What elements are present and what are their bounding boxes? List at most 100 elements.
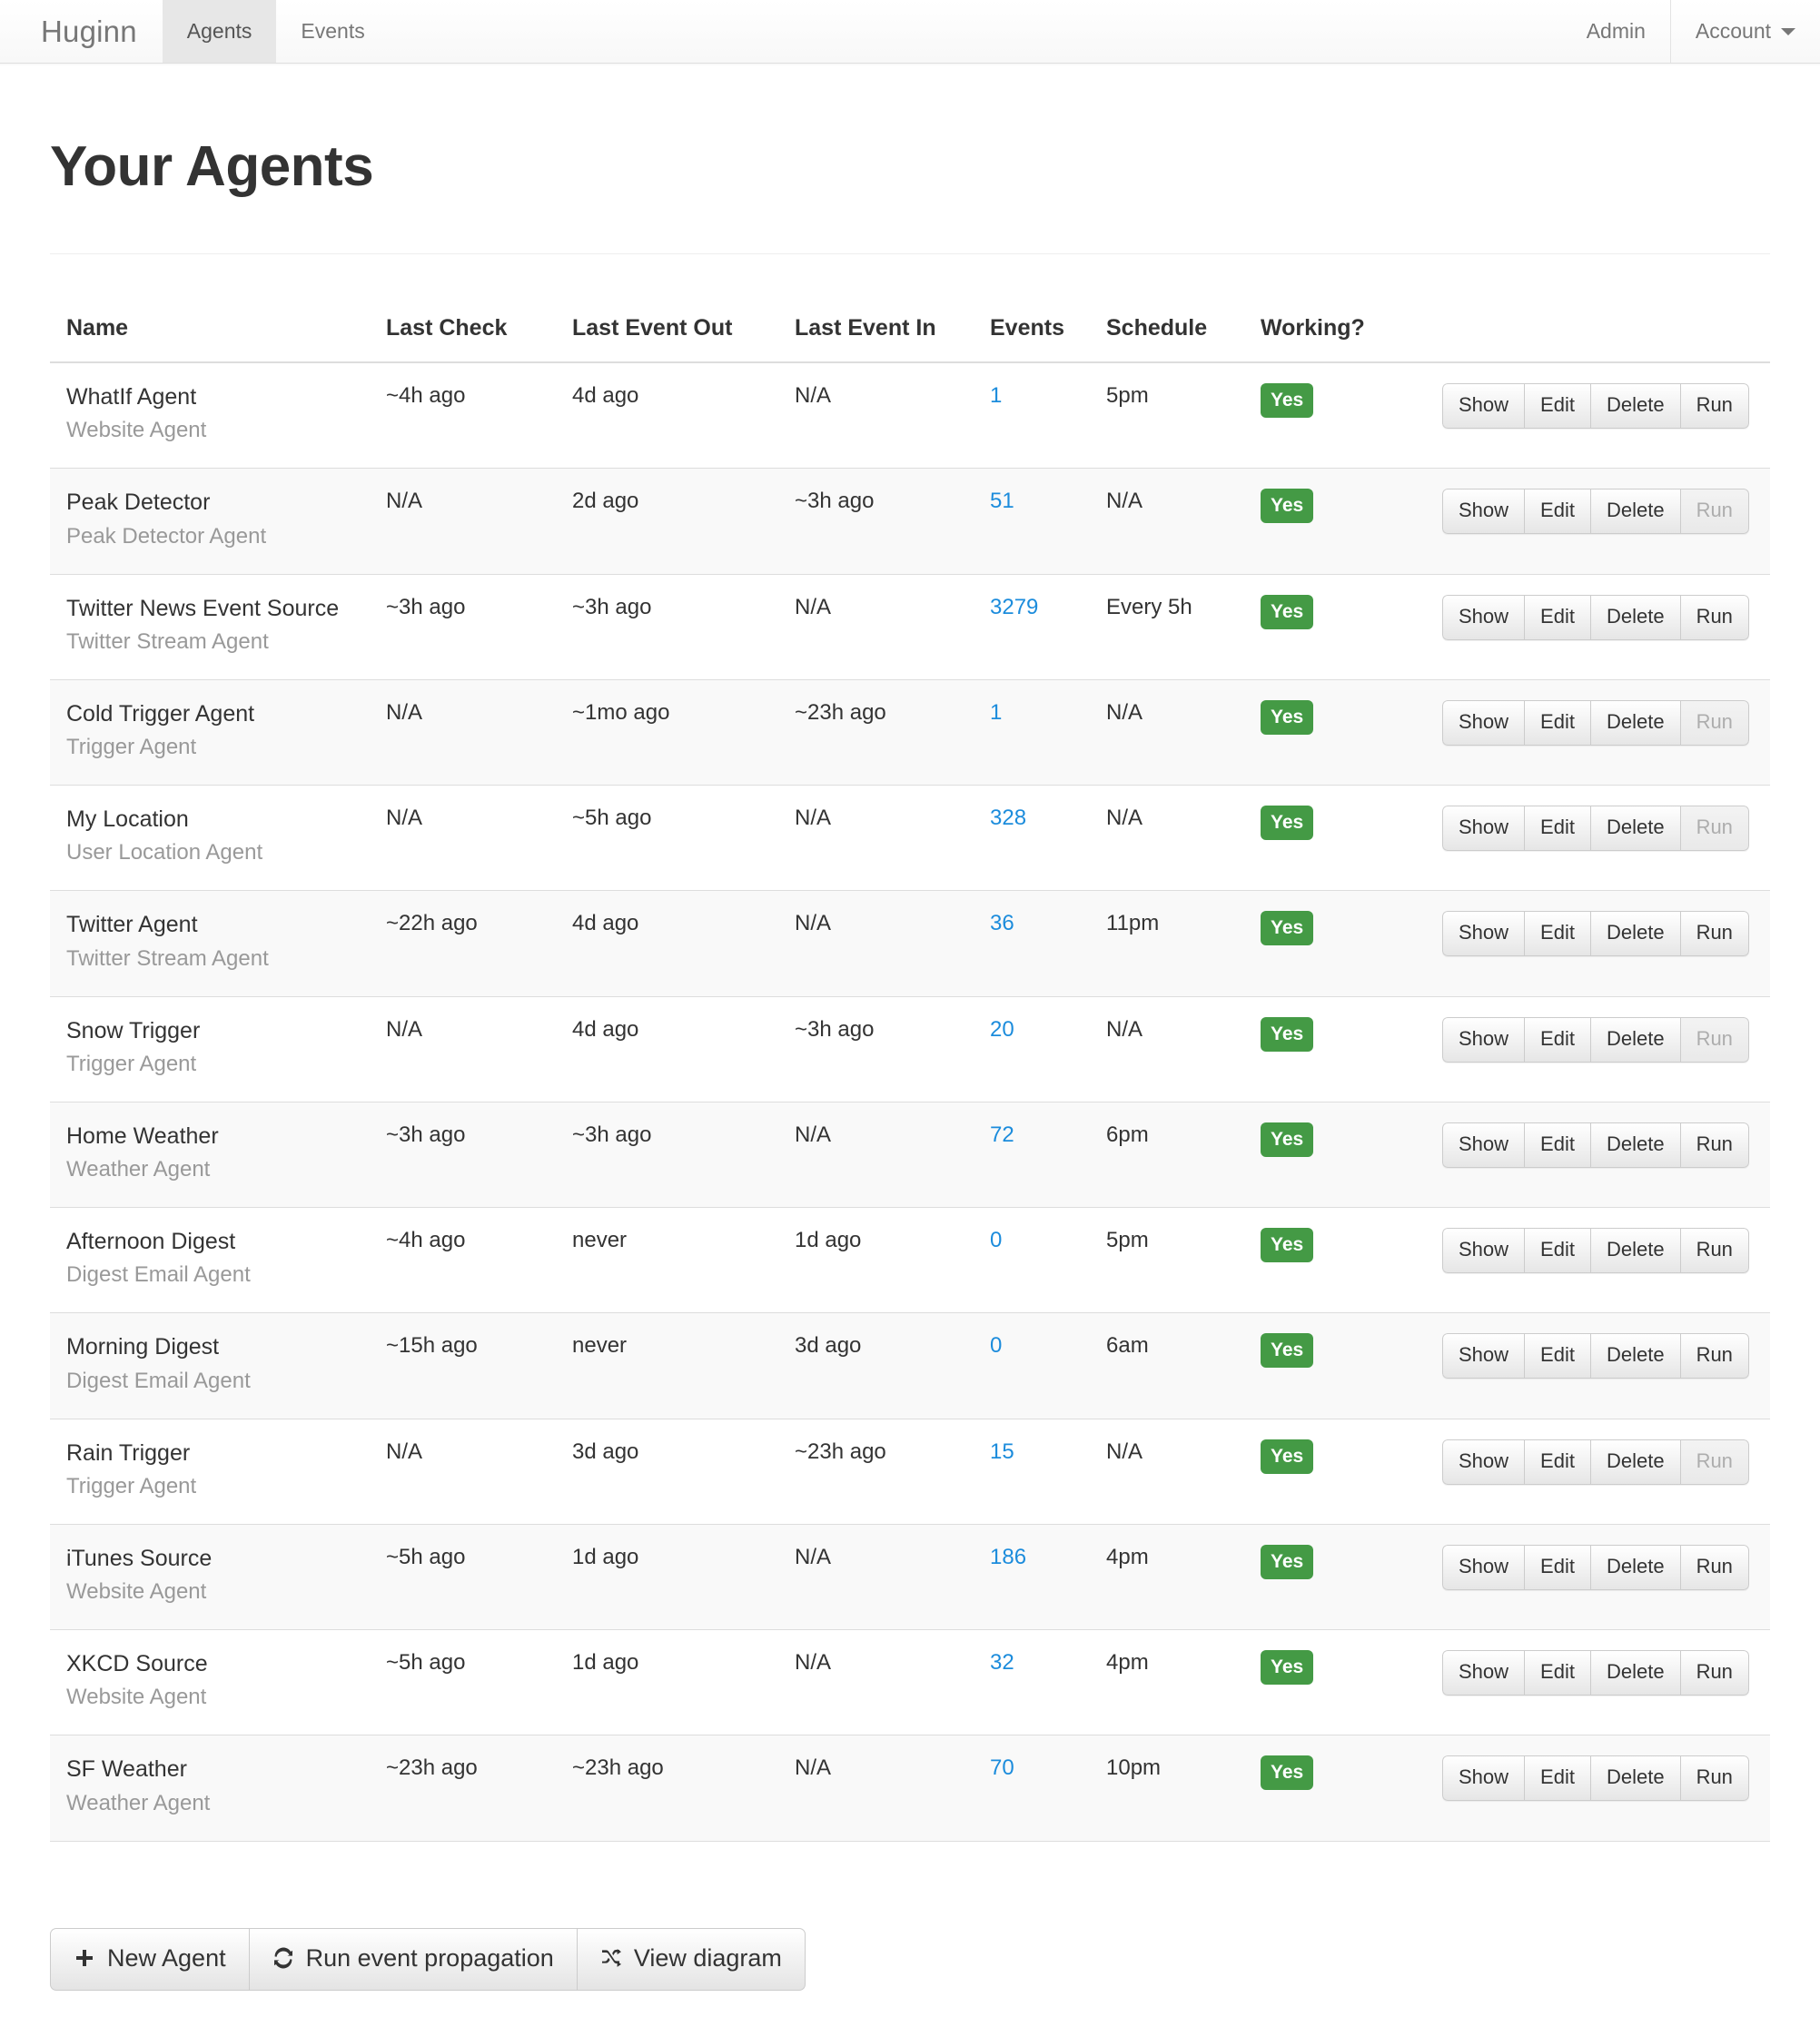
delete-button[interactable]: Delete (1589, 911, 1680, 957)
agent-name-link[interactable]: Cold Trigger Agent (66, 700, 255, 727)
show-button[interactable]: Show (1442, 699, 1525, 746)
edit-button[interactable]: Edit (1524, 699, 1590, 746)
view-diagram-button[interactable]: View diagram (576, 1927, 806, 1991)
refresh-icon (272, 1947, 294, 1969)
column-header-last-event-in[interactable]: Last Event In (795, 295, 990, 363)
run-event-propagation-button[interactable]: Run event propagation (248, 1927, 577, 1991)
edit-button[interactable]: Edit (1524, 383, 1590, 429)
edit-button[interactable]: Edit (1524, 1650, 1590, 1696)
delete-button[interactable]: Delete (1589, 1755, 1680, 1802)
delete-button[interactable]: Delete (1589, 1122, 1680, 1168)
show-button[interactable]: Show (1442, 911, 1525, 957)
events-count-link[interactable]: 32 (990, 1650, 1014, 1675)
nav-dropdown-account[interactable]: Account (1671, 0, 1820, 63)
column-header-working[interactable]: Working? (1261, 295, 1442, 363)
show-button[interactable]: Show (1442, 1122, 1525, 1168)
agent-type-label: Digest Email Agent (66, 1262, 251, 1288)
edit-button[interactable]: Edit (1524, 489, 1590, 535)
events-count-link[interactable]: 0 (990, 1333, 1003, 1359)
delete-button[interactable]: Delete (1589, 1333, 1680, 1379)
show-button[interactable]: Show (1442, 1544, 1525, 1590)
agent-name-link[interactable]: XKCD Source (66, 1651, 208, 1676)
cell-events: 36 (990, 891, 1106, 996)
events-count-link[interactable]: 36 (990, 911, 1014, 936)
events-count-link[interactable]: 328 (990, 806, 1027, 830)
edit-button[interactable]: Edit (1524, 806, 1590, 851)
show-button[interactable]: Show (1442, 1333, 1525, 1379)
agent-name-link[interactable]: Twitter Agent (66, 912, 198, 938)
events-count-link[interactable]: 72 (990, 1122, 1014, 1147)
run-button[interactable]: Run (1679, 594, 1749, 640)
show-button[interactable]: Show (1442, 1228, 1525, 1273)
show-button[interactable]: Show (1442, 383, 1525, 429)
nav-tab-agents[interactable]: Agents (162, 0, 277, 63)
nav-link-admin[interactable]: Admin (1586, 19, 1646, 43)
run-button[interactable]: Run (1679, 1228, 1749, 1273)
edit-button[interactable]: Edit (1524, 594, 1590, 640)
agent-name-link[interactable]: Twitter News Event Source (66, 595, 340, 621)
run-button[interactable]: Run (1679, 1122, 1749, 1168)
agent-name-link[interactable]: Peak Detector (66, 489, 211, 516)
edit-button[interactable]: Edit (1524, 1544, 1590, 1590)
delete-button[interactable]: Delete (1589, 489, 1680, 535)
new-agent-button[interactable]: New Agent (50, 1927, 249, 1991)
delete-button[interactable]: Delete (1589, 1439, 1680, 1485)
agent-type-label: Peak Detector Agent (66, 523, 267, 549)
run-button[interactable]: Run (1679, 1755, 1749, 1802)
delete-button[interactable]: Delete (1589, 1016, 1680, 1063)
run-button[interactable]: Run (1679, 1650, 1749, 1696)
delete-button[interactable]: Delete (1589, 383, 1680, 429)
agent-name-link[interactable]: iTunes Source (66, 1545, 213, 1571)
agent-name-link[interactable]: Snow Trigger (66, 1017, 201, 1043)
edit-button[interactable]: Edit (1524, 1333, 1590, 1379)
show-button[interactable]: Show (1442, 1439, 1525, 1485)
edit-button[interactable]: Edit (1524, 1755, 1590, 1802)
events-count-link[interactable]: 1 (990, 699, 1003, 725)
show-button[interactable]: Show (1442, 1016, 1525, 1063)
run-button[interactable]: Run (1679, 911, 1749, 957)
nav-tab-events[interactable]: Events (301, 19, 365, 43)
delete-button[interactable]: Delete (1589, 594, 1680, 640)
cell-working: Yes (1261, 996, 1442, 1102)
show-button[interactable]: Show (1442, 594, 1525, 640)
events-count-link[interactable]: 15 (990, 1439, 1014, 1464)
delete-button[interactable]: Delete (1589, 1228, 1680, 1273)
column-header-schedule[interactable]: Schedule (1106, 295, 1261, 363)
column-header-events[interactable]: Events (990, 295, 1106, 363)
column-header-last-event-out[interactable]: Last Event Out (572, 295, 795, 363)
events-count-link[interactable]: 1 (990, 383, 1003, 408)
events-count-link[interactable]: 51 (990, 489, 1014, 514)
run-button[interactable]: Run (1679, 1333, 1749, 1379)
events-count-link[interactable]: 186 (990, 1544, 1027, 1569)
delete-button[interactable]: Delete (1589, 1544, 1680, 1590)
delete-button[interactable]: Delete (1589, 1650, 1680, 1696)
edit-button[interactable]: Edit (1524, 1122, 1590, 1168)
edit-button[interactable]: Edit (1524, 1016, 1590, 1063)
agent-name-link[interactable]: My Location (66, 806, 189, 832)
agent-name-link[interactable]: Morning Digest (66, 1334, 220, 1360)
edit-button[interactable]: Edit (1524, 1228, 1590, 1273)
edit-button[interactable]: Edit (1524, 1439, 1590, 1485)
delete-button[interactable]: Delete (1589, 699, 1680, 746)
brand-logo[interactable]: Huginn (41, 14, 137, 48)
agent-name-link[interactable]: SF Weather (66, 1756, 187, 1783)
show-button[interactable]: Show (1442, 1650, 1525, 1696)
events-count-link[interactable]: 20 (990, 1016, 1014, 1042)
run-button[interactable]: Run (1679, 383, 1749, 429)
run-button[interactable]: Run (1679, 1544, 1749, 1590)
events-count-link[interactable]: 70 (990, 1755, 1014, 1781)
events-count-link[interactable]: 3279 (990, 594, 1039, 619)
show-button[interactable]: Show (1442, 489, 1525, 535)
agent-name-link[interactable]: Home Weather (66, 1122, 219, 1149)
delete-button[interactable]: Delete (1589, 806, 1680, 851)
agent-name-link[interactable]: Rain Trigger (66, 1439, 191, 1466)
agent-name-link[interactable]: Afternoon Digest (66, 1229, 236, 1254)
column-header-last-check[interactable]: Last Check (386, 295, 572, 363)
edit-button[interactable]: Edit (1524, 911, 1590, 957)
agent-name-link[interactable]: WhatIf Agent (66, 384, 197, 410)
column-header-name[interactable]: Name (50, 295, 386, 363)
cell-last-event-out: 4d ago (572, 911, 639, 936)
show-button[interactable]: Show (1442, 806, 1525, 851)
show-button[interactable]: Show (1442, 1755, 1525, 1802)
events-count-link[interactable]: 0 (990, 1228, 1003, 1252)
